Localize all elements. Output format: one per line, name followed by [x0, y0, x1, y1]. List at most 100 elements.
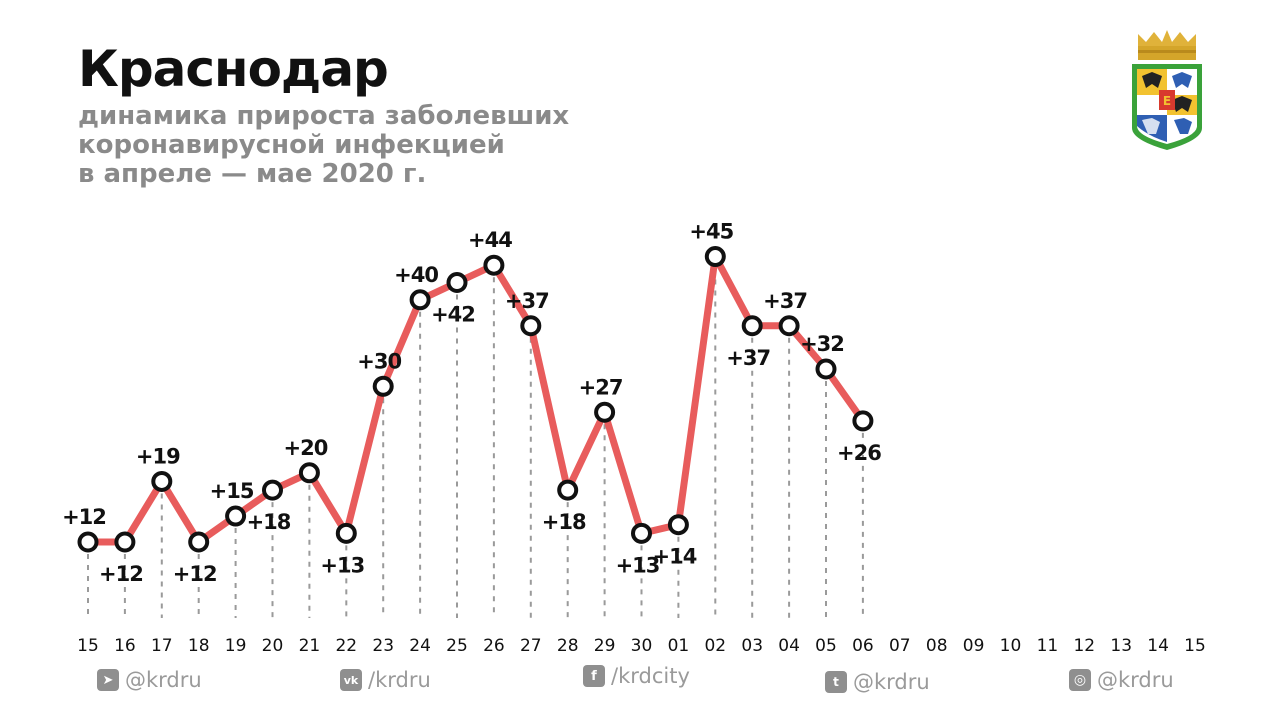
- data-point: [114, 531, 136, 553]
- x-tick-label: 09: [963, 636, 985, 656]
- data-point: [704, 246, 726, 268]
- x-tick-label: 16: [114, 636, 136, 656]
- facebook-icon: f: [583, 665, 605, 687]
- instagram-icon: ◎: [1069, 669, 1091, 691]
- social-handle: @krdru: [1097, 668, 1174, 692]
- data-label: +26: [837, 441, 881, 465]
- social-facebook[interactable]: f /krdcity: [583, 664, 690, 688]
- x-tick-label: 23: [372, 636, 394, 656]
- social-vk[interactable]: vk /krdru: [340, 668, 431, 692]
- x-tick-label: 29: [594, 636, 616, 656]
- data-point: [852, 410, 874, 432]
- x-tick-label: 28: [557, 636, 579, 656]
- x-tick-label: 11: [1037, 636, 1059, 656]
- x-tick-label: 05: [815, 636, 837, 656]
- svg-text:Е: Е: [1163, 94, 1171, 108]
- x-tick-label: 01: [668, 636, 690, 656]
- x-tick-label: 22: [335, 636, 357, 656]
- data-point: [778, 315, 800, 337]
- x-axis-ticks: 15 16 17 18 19 20 21 22 23 24 25 26 27 28 29 30 01 02 03 04…: [77, 636, 1206, 656]
- data-label: +15: [210, 479, 254, 503]
- coat-of-arms-emblem: Е: [1132, 30, 1202, 150]
- data-point: [631, 522, 652, 544]
- x-tick-label: 04: [778, 636, 800, 656]
- x-tick-label: 13: [1110, 636, 1132, 656]
- data-label: +12: [173, 562, 217, 586]
- data-label: +12: [99, 562, 143, 586]
- social-telegram[interactable]: ➤ @krdru: [97, 668, 202, 692]
- data-label: +13: [616, 553, 660, 577]
- x-tick-label: 06: [852, 636, 874, 656]
- data-label: +40: [394, 263, 438, 287]
- data-point: [188, 531, 210, 553]
- data-point: [262, 479, 283, 501]
- x-tick-label: 07: [889, 636, 911, 656]
- vk-icon: vk: [340, 669, 362, 691]
- data-label: +12: [62, 505, 106, 529]
- series-line-layer: [84, 253, 867, 546]
- x-tick-label: 17: [151, 636, 173, 656]
- data-label: +32: [800, 332, 844, 356]
- x-tick-label: 24: [409, 636, 431, 656]
- x-tick-label: 18: [188, 636, 210, 656]
- x-tick-label: 08: [926, 636, 948, 656]
- data-labels: +12 +12 +19 +12 +15 +18 +20 +13 +30 +40 +42 +44 +37 +…: [62, 220, 882, 586]
- series-line: [84, 253, 867, 546]
- subtitle-line: динамика прироста заболевших: [78, 101, 570, 131]
- data-label: +42: [431, 303, 475, 327]
- data-point: [741, 315, 763, 337]
- data-label: +14: [652, 545, 696, 569]
- x-tick-label: 25: [446, 636, 468, 656]
- social-handle: @krdru: [853, 670, 930, 694]
- social-handle: /krdru: [368, 668, 431, 692]
- data-label: +45: [689, 220, 733, 244]
- x-tick-label: 03: [741, 636, 763, 656]
- x-tick-label: 19: [225, 636, 247, 656]
- social-footer: ➤ @krdru vk /krdru f /krdcity t @krdru ◎…: [0, 664, 1280, 702]
- data-point: [409, 289, 431, 311]
- twitter-icon: t: [825, 671, 847, 693]
- data-point: [483, 254, 505, 276]
- subtitle-line: коронавирусной инфекцией: [78, 130, 505, 160]
- data-point: [298, 462, 320, 484]
- x-tick-label: 20: [262, 636, 284, 656]
- social-instagram[interactable]: ◎ @krdru: [1069, 668, 1174, 692]
- social-twitter[interactable]: t @krdru: [825, 670, 930, 694]
- data-label: +18: [247, 510, 291, 534]
- data-label: +27: [579, 375, 623, 399]
- x-tick-label: 15: [77, 636, 99, 656]
- x-tick-label: 21: [299, 636, 321, 656]
- x-tick-label: 26: [483, 636, 505, 656]
- data-label: +37: [763, 289, 807, 313]
- social-handle: /krdcity: [611, 664, 690, 688]
- data-label: +19: [136, 444, 180, 468]
- data-label: +18: [542, 510, 586, 534]
- data-points: [77, 246, 874, 553]
- data-point: [372, 375, 394, 397]
- x-tick-label: 27: [520, 636, 542, 656]
- data-point: [667, 514, 689, 536]
- data-label: +13: [320, 553, 364, 577]
- data-label: +20: [283, 436, 327, 460]
- x-tick-label: 12: [1073, 636, 1095, 656]
- data-label: +37: [726, 346, 770, 370]
- x-tick-label: 14: [1147, 636, 1169, 656]
- data-point: [151, 470, 173, 492]
- data-point: [77, 531, 99, 553]
- x-tick-label: 02: [704, 636, 726, 656]
- x-tick-label: 30: [631, 636, 653, 656]
- subtitle-line: в апреле — мае 2020 г.: [78, 159, 427, 189]
- guide-lines: [87, 268, 864, 618]
- data-point: [557, 479, 579, 501]
- data-label: +44: [468, 228, 512, 252]
- data-point: [225, 505, 247, 527]
- data-point: [594, 401, 616, 423]
- data-label: +30: [357, 349, 401, 373]
- data-point: [335, 522, 357, 544]
- page-subtitle: динамика прироста заболевших коронавирус…: [78, 102, 569, 189]
- telegram-icon: ➤: [97, 669, 119, 691]
- x-tick-label: 15: [1184, 636, 1206, 656]
- data-point: [446, 272, 468, 293]
- data-point: [520, 315, 542, 337]
